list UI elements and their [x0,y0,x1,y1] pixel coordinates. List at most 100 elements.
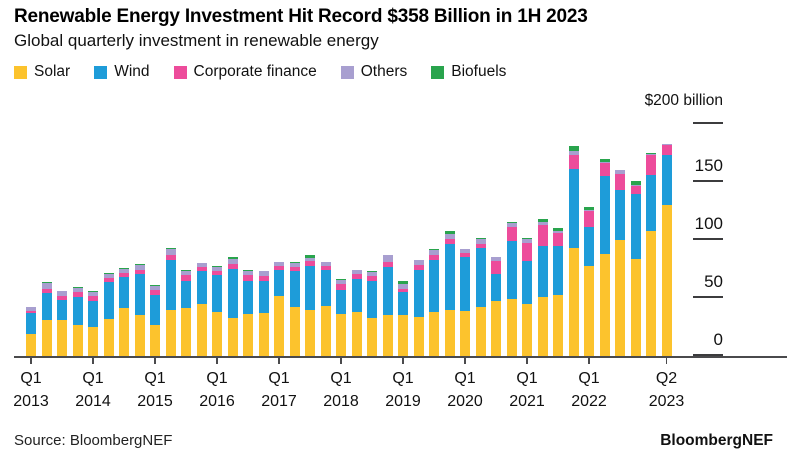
bar-segment-corporate-finance [305,261,315,266]
x-tick-label: Q1 2018 [323,370,359,410]
bar-segment-biofuels [88,291,98,292]
bar [382,254,393,356]
bar-segment-wind [584,227,594,266]
bar-segment-solar [553,294,563,356]
bar-segment-wind [615,190,625,240]
bar-segment-biofuels [398,280,408,285]
x-axis-line [14,356,787,358]
bar-segment-wind [57,300,67,321]
bar [212,266,222,356]
bar-segment-corporate-finance [212,270,222,275]
bar-segment-solar [351,311,362,356]
bar-segment-solar [444,309,455,356]
bar-segment-corporate-finance [72,292,83,297]
bar-segment-solar [134,315,145,356]
bar-segment-others [537,222,548,225]
x-tick-label: Q1 2015 [137,370,173,410]
bar-segment-biofuels [150,285,160,286]
source-text: Source: BloombergNEF [14,432,173,449]
bar-segment-wind [305,265,315,310]
legend-label: Biofuels [451,63,507,80]
bar-segment-wind [460,257,470,311]
bar-segment-wind [165,259,176,310]
bar [165,248,176,356]
bar [150,285,160,356]
bar-segment-wind [568,169,579,249]
bar-segment-solar [72,324,83,356]
bar-segment-corporate-finance [475,243,486,249]
bar-segment-wind [429,259,439,312]
bar-segment-biofuels [57,290,67,292]
bar-segment-biofuels [26,306,36,308]
bar-segment-corporate-finance [181,275,191,281]
legend-label: Wind [114,63,150,80]
bar-segment-solar [506,299,517,356]
bar-segment-others [568,150,579,156]
bar-segment-wind [522,261,532,305]
bar-segment-others [553,230,563,233]
bar-segment-others [584,209,594,212]
bar-segment-biofuels [41,282,52,283]
bar-segment-others [351,270,362,275]
bar-segment-corporate-finance [413,264,424,271]
bar-segment-others [599,162,610,164]
bar-segment-biofuels [661,143,672,145]
bar-segment-solar [274,295,284,356]
bar-segment-solar [41,320,52,356]
bar-segment-solar [57,320,67,356]
y-tick-label: 150 [694,156,723,175]
bar-segment-biofuels [630,181,641,185]
bar-segment-biofuels [522,238,532,239]
bar-segment-wind [103,281,114,319]
bar-segment-others [289,262,300,268]
bar-segment-others [305,258,315,262]
bar-segment-others [382,255,393,263]
bar-segment-others [615,170,625,174]
bar [72,287,83,356]
bar-segment-corporate-finance [119,273,129,278]
bar [398,280,408,356]
bar-segment-biofuels [103,273,114,274]
bar-segment-corporate-finance [646,155,656,176]
bar-segment-solar [599,253,610,356]
bar-segment-biofuels [506,222,517,223]
bar-segment-biofuels [351,269,362,271]
bar-segment-solar [615,240,625,356]
bar [336,279,346,356]
x-tick-label: Q2 2023 [648,370,685,410]
bar-segment-solar [305,309,315,356]
bar-segment-corporate-finance [26,311,36,314]
bar-segment-corporate-finance [274,266,284,271]
legend-swatch [94,65,108,79]
bar-segment-others [57,291,67,296]
legend: Solar Wind Corporate finance Others Biofuels [14,63,506,81]
bar-segment-biofuels [274,261,284,263]
bar-segment-biofuels [553,227,563,231]
bar-segment-others [243,270,253,275]
y-tick-mark [693,180,723,182]
bar-segment-solar [382,315,393,356]
bar-segment-wind [150,294,160,325]
y-tick-label: 100 [694,214,723,233]
bar [444,230,455,356]
y-tick-mark [693,238,723,240]
bar-segment-biofuels [584,206,594,210]
bar-segment-wind [212,274,222,312]
x-tick-mark [402,358,404,364]
bar-segment-biofuels [336,279,346,281]
legend-swatch [340,65,354,79]
legend-item-wind: Wind [94,63,150,81]
bar-segment-solar [522,304,532,356]
bar-segment-biofuels [599,159,610,163]
bar-segment-corporate-finance [522,242,532,262]
bar-segment-corporate-finance [584,211,594,228]
bar-segment-others [398,284,408,289]
bar-segment-biofuels [413,259,424,261]
bar-segment-wind [537,245,548,297]
bar-segment-solar [119,308,129,356]
legend-swatch [14,65,27,79]
legend-item-solar: Solar [14,63,70,81]
bar-segment-others [336,280,346,285]
bar [522,238,532,356]
bar [475,238,486,356]
